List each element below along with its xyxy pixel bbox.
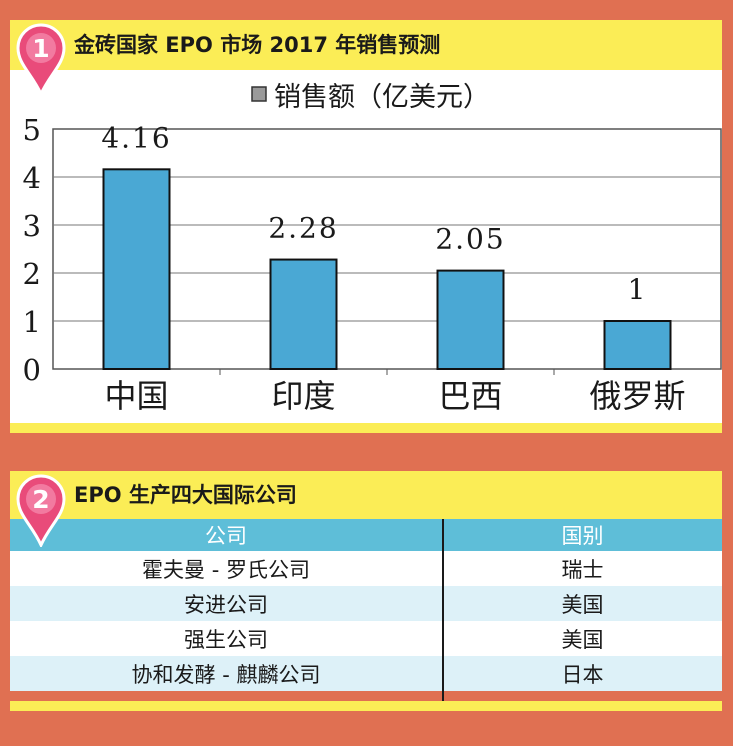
bar-chart-svg: 0 1 2 3 4 5 销售额（亿美元） 4.16 中国 2.28 印度 2.05 巴西 1 俄罗斯 <box>23 82 722 415</box>
bar-value-label: 4.16 <box>101 121 171 154</box>
column-header-company: 公司 <box>205 524 247 548</box>
company-cell: 强生公司 <box>184 627 268 652</box>
x-tick-label: 印度 <box>271 377 335 415</box>
companies-table: 公司 国别 霍夫曼 - 罗氏公司 瑞士 安进公司 美国 强生公司 美国 协和发酵… <box>10 519 722 702</box>
legend-label: 销售额（亿美元） <box>274 82 490 113</box>
table-row: 协和发酵 - 麒麟公司 日本 <box>10 656 722 691</box>
y-tick-label: 5 <box>23 113 41 147</box>
company-cell: 协和发酵 - 麒麟公司 <box>131 662 321 687</box>
y-tick-label: 3 <box>23 209 41 243</box>
country-cell: 美国 <box>561 592 604 617</box>
y-tick-label: 4 <box>23 161 41 195</box>
sales-chart: 0 1 2 3 4 5 销售额（亿美元） 4.16 中国 2.28 印度 2.05 巴西 1 俄罗斯 <box>10 70 722 433</box>
location-pin-icon: 1 <box>14 22 68 96</box>
bar-value-label: 1 <box>628 273 648 306</box>
table-header-row: 公司 国别 <box>10 519 722 551</box>
section1-badge-number: 1 <box>32 34 49 63</box>
location-pin-icon: 2 <box>14 473 68 547</box>
bar <box>603 320 672 370</box>
column-header-country: 国别 <box>561 524 604 548</box>
company-cell: 安进公司 <box>184 592 268 617</box>
legend-swatch <box>251 86 267 102</box>
section2-footer-band <box>10 701 722 711</box>
country-cell: 瑞士 <box>561 557 604 582</box>
section1-title: 金砖国家 EPO 市场 2017 年销售预测 <box>74 33 441 57</box>
y-tick-label: 1 <box>23 305 41 339</box>
column-divider <box>442 519 444 702</box>
bar <box>269 258 338 370</box>
section2-badge-number: 2 <box>32 485 49 514</box>
table-row: 霍夫曼 - 罗氏公司 瑞士 <box>10 551 722 586</box>
bar-value-label: 2.05 <box>435 223 505 256</box>
section2-title: EPO 生产四大国际公司 <box>74 483 297 507</box>
section1-header: 金砖国家 EPO 市场 2017 年销售预测 <box>10 20 722 70</box>
x-tick-label: 巴西 <box>438 377 502 415</box>
company-cell: 霍夫曼 - 罗氏公司 <box>142 557 310 582</box>
section2-header: EPO 生产四大国际公司 <box>10 471 722 519</box>
country-cell: 美国 <box>561 627 604 652</box>
y-tick-label: 2 <box>23 257 41 291</box>
country-cell: 日本 <box>561 662 604 687</box>
bar-value-label: 2.28 <box>268 212 338 245</box>
table-row: 强生公司 美国 <box>10 621 722 656</box>
table-row: 安进公司 美国 <box>10 586 722 621</box>
bar <box>436 269 505 371</box>
x-tick-label: 俄罗斯 <box>589 377 685 415</box>
y-tick-label: 0 <box>23 353 41 387</box>
x-tick-label: 中国 <box>104 377 168 415</box>
companies-panel: EPO 生产四大国际公司 公司 国别 霍夫曼 - 罗氏公司 瑞士 安进公司 美国… <box>10 471 722 711</box>
bar <box>102 168 171 370</box>
sales-forecast-panel: 金砖国家 EPO 市场 2017 年销售预测 0 1 2 3 4 5 销售额（亿美元） 4.1… <box>10 20 722 433</box>
